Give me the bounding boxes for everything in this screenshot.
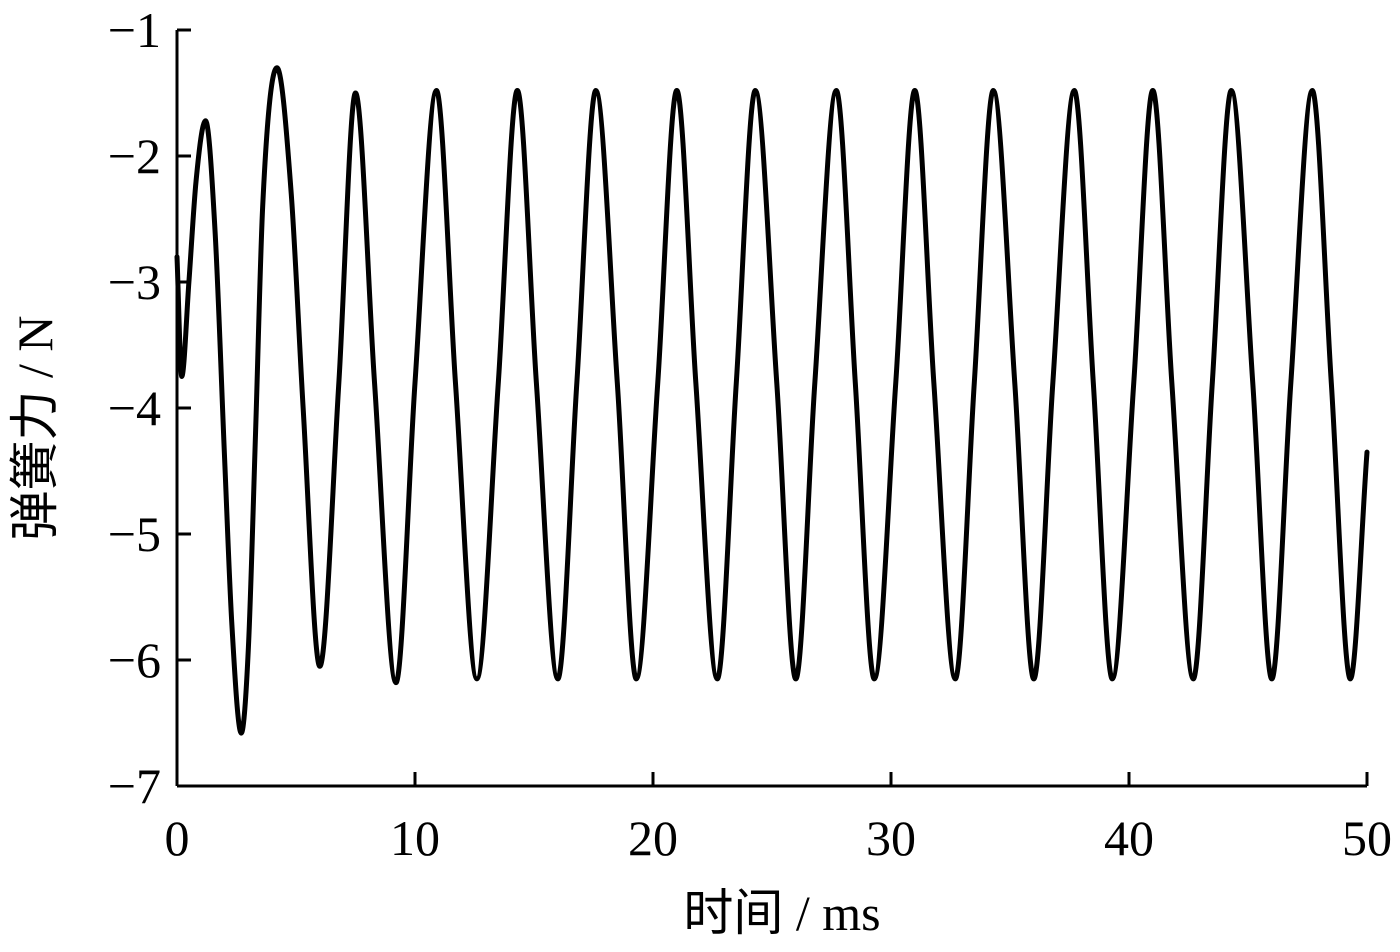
x-tick-label: 30: [866, 810, 916, 866]
axes: [175, 28, 1369, 788]
series-line: [174, 65, 1370, 736]
y-axis-title: 弹簧力 / N: [7, 316, 63, 541]
x-tick-label: 10: [390, 810, 440, 866]
x-tick-label: 20: [628, 810, 678, 866]
series-layer: [174, 65, 1370, 736]
y-tick-label: −2: [108, 128, 161, 184]
y-tick-label: −6: [108, 632, 161, 688]
labels-layer: 时间 / ms 弹簧力 / N −7 −6 −5 −4 −3 −2 −1 0 10 20 30 40 5…: [7, 2, 1392, 941]
x-axis-title: 时间 / ms: [683, 885, 880, 941]
x-tick-label: 50: [1342, 810, 1392, 866]
y-tick-label: −4: [108, 380, 161, 436]
y-tick-label: −1: [108, 2, 161, 58]
x-tick-label: 0: [165, 810, 190, 866]
x-tick-label: 40: [1104, 810, 1154, 866]
y-tick-label: −7: [108, 758, 161, 814]
y-tick-label: −5: [108, 506, 161, 562]
y-tick-label: −3: [108, 254, 161, 310]
